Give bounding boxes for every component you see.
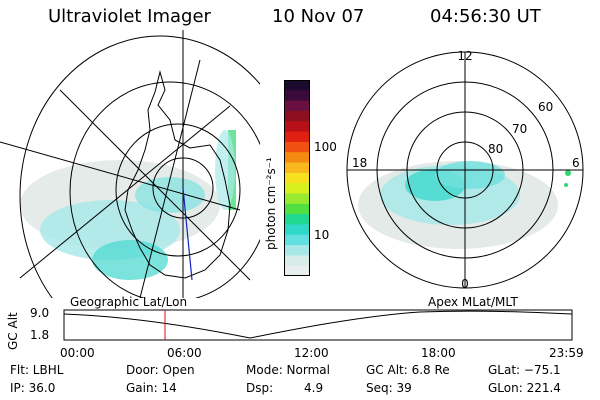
geo-coastline — [124, 70, 231, 279]
colorbar-frame — [284, 80, 310, 276]
info-door: Door: Open — [126, 363, 195, 377]
colorbar-segment — [284, 152, 310, 164]
colorbar-segment — [284, 80, 310, 91]
mlt-label-12: 12 — [457, 49, 472, 63]
altitude-xtick-1200: 12:00 — [294, 346, 329, 360]
info-glat: GLat: −75.1 — [488, 363, 561, 377]
info-dsp-value: 4.9 — [304, 381, 324, 395]
colorbar-segment — [284, 255, 310, 267]
mlt-label-6: 6 — [572, 156, 580, 170]
colorbar-segment — [284, 203, 310, 215]
colorbar-segment — [284, 141, 310, 153]
colorbar-segment — [284, 110, 310, 122]
colorbar-segment — [284, 121, 310, 133]
mlt-label-18: 18 — [352, 156, 367, 170]
mlat-label-60: 60 — [538, 100, 553, 114]
altitude-xtick-0000: 00:00 — [60, 346, 95, 360]
colorbar-segment — [284, 193, 310, 205]
polar-caption: Apex MLat/MLT — [428, 295, 518, 309]
colorbar-tick-10: 10 — [314, 228, 330, 242]
colorbar-segment — [284, 131, 310, 143]
altitude-plot — [63, 309, 573, 341]
colorbar-segment — [284, 214, 310, 225]
geo-graticule — [0, 30, 260, 298]
altitude-xtick-1800: 18:00 — [421, 346, 456, 360]
mlt-label-0: 0 — [461, 277, 469, 291]
colorbar — [284, 80, 310, 276]
altitude-xtick-2359: 23:59 — [549, 346, 584, 360]
geo-caption: Geographic Lat/Lon — [70, 295, 188, 309]
colorbar-unit-label: photon cm⁻²s⁻¹ — [264, 157, 278, 250]
colorbar-segment — [284, 162, 310, 174]
polar-plot-panel: 12 18 6 0 60 70 80 — [346, 49, 584, 291]
date-label: 10 Nov 07 — [272, 6, 365, 27]
geo-noon-meridian — [182, 187, 193, 281]
info-gain: Gain: 14 — [126, 381, 177, 395]
geographic-map-panel — [0, 30, 260, 298]
colorbar-segment — [284, 265, 310, 276]
colorbar-segment — [284, 224, 310, 236]
altitude-plot-frame — [63, 309, 573, 341]
colorbar-segment — [284, 100, 310, 112]
mlat-label-70: 70 — [512, 122, 527, 136]
info-ip: IP: 36.0 — [10, 381, 56, 395]
colorbar-tick-100: 100 — [314, 140, 337, 154]
colorbar-segment — [284, 90, 310, 102]
info-dsp-label: Dsp: — [246, 381, 274, 395]
polar-grid — [346, 51, 584, 289]
info-gc-alt: GC Alt: 6.8 Re — [366, 363, 450, 377]
time-label: 04:56:30 UT — [430, 6, 541, 27]
altitude-ytick-low: 1.8 — [30, 328, 50, 342]
colorbar-segment — [284, 183, 310, 194]
colorbar-segment — [284, 172, 310, 184]
geo-aurora-emission — [20, 130, 236, 280]
colorbar-segment — [284, 234, 310, 246]
altitude-curve — [63, 310, 573, 339]
altitude-xtick-0600: 06:00 — [167, 346, 202, 360]
colorbar-segment — [284, 245, 310, 256]
app-title: Ultraviolet Imager — [48, 6, 211, 27]
altitude-ytick-high: 9.0 — [30, 306, 50, 320]
info-mode: Mode: Normal — [246, 363, 330, 377]
info-glon: GLon: 221.4 — [488, 381, 561, 395]
info-seq: Seq: 39 — [366, 381, 412, 395]
altitude-ylabel: GC Alt — [6, 312, 20, 350]
mlat-label-80: 80 — [488, 142, 503, 156]
info-flt: Flt: LBHL — [10, 363, 64, 377]
